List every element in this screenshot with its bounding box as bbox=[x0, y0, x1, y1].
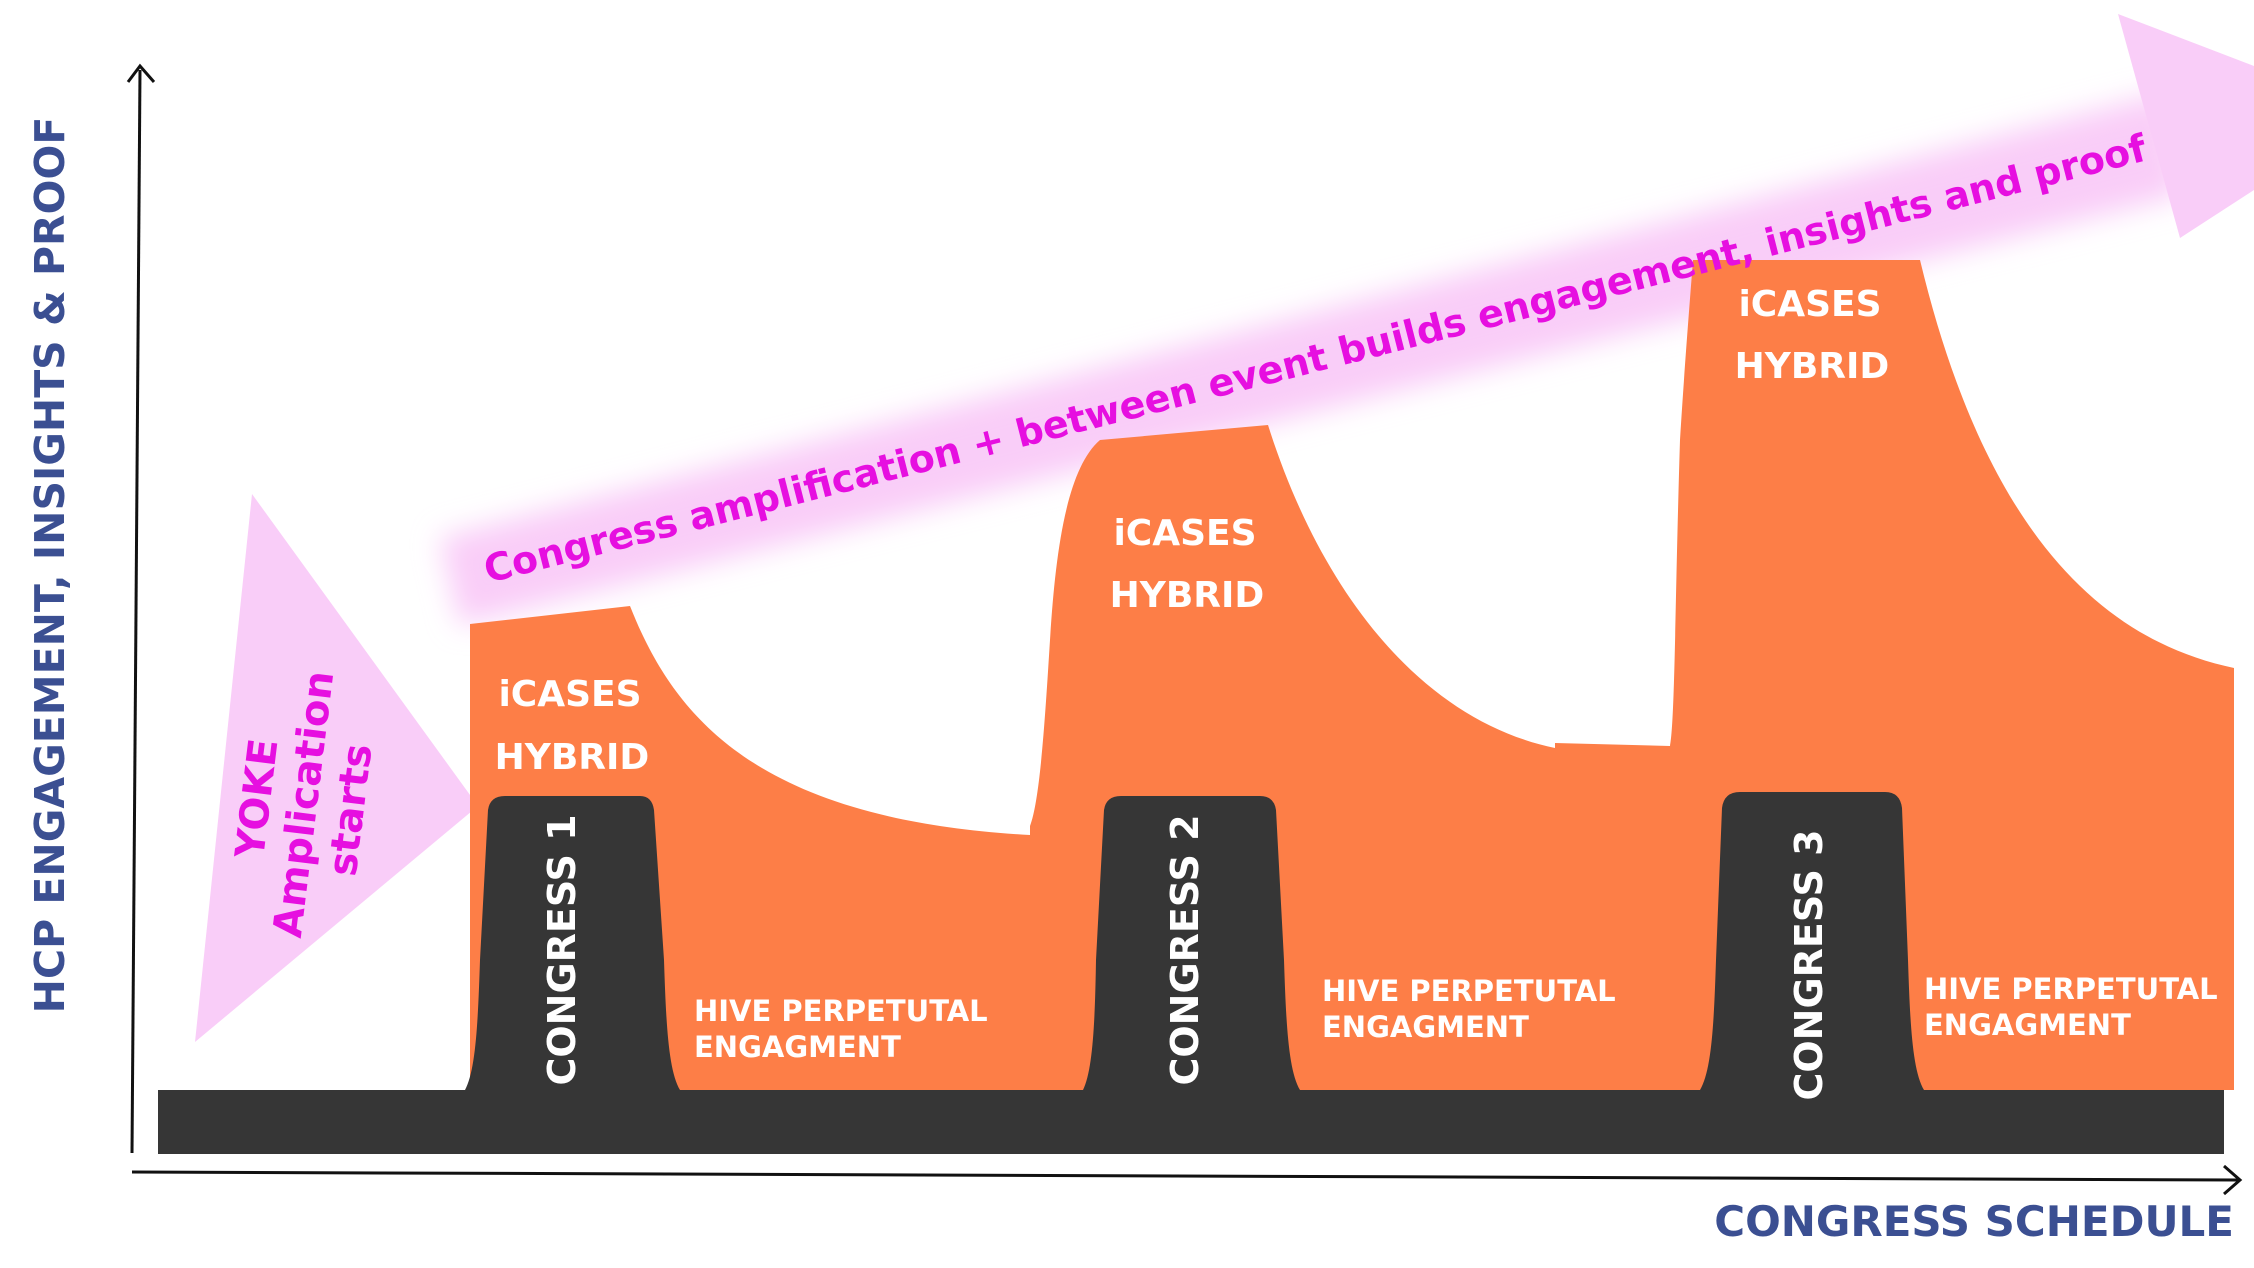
y-axis-label: HCP ENGAGEMENT, INSIGHTS & PROOF bbox=[26, 117, 74, 1014]
x-axis-arrowhead bbox=[2223, 1164, 2243, 1196]
congress-label-3: CONGRESS 3 bbox=[1787, 829, 1831, 1100]
x-axis-label: CONGRESS SCHEDULE bbox=[1714, 1197, 2234, 1246]
hive-label-1b: ENGAGMENT bbox=[694, 1030, 901, 1064]
hive-label-1a: HIVE PERPETUTAL bbox=[694, 994, 988, 1028]
icases-label-3: iCASES bbox=[1738, 284, 1881, 325]
y-axis-arrowhead bbox=[126, 63, 156, 83]
icases-label-1: iCASES bbox=[498, 674, 641, 715]
congress-label-2: CONGRESS 2 bbox=[1163, 814, 1207, 1085]
hive-label-2b: ENGAGMENT bbox=[1322, 1010, 1529, 1044]
congress-block-2 bbox=[1083, 796, 1300, 1090]
hybrid-label-2: HYBRID bbox=[1110, 575, 1265, 616]
hybrid-label-3: HYBRID bbox=[1735, 346, 1890, 387]
hive-label-3b: ENGAGMENT bbox=[1924, 1008, 2131, 1042]
hybrid-label-1: HYBRID bbox=[495, 737, 650, 778]
congress-block-1 bbox=[465, 796, 680, 1090]
y-axis-line bbox=[130, 69, 142, 1154]
growth-arrow-shaft bbox=[440, 92, 2182, 625]
congress-label-1: CONGRESS 1 bbox=[540, 814, 584, 1085]
base-bar bbox=[158, 1090, 2224, 1154]
hive-label-2a: HIVE PERPETUTAL bbox=[1322, 974, 1616, 1008]
icases-label-2: iCASES bbox=[1113, 513, 1256, 554]
x-axis-line bbox=[131, 1170, 2239, 1182]
congress-block-3 bbox=[1700, 792, 1924, 1090]
growth-arrow-head bbox=[2118, 14, 2254, 238]
yoke-triangle bbox=[195, 494, 478, 1042]
hive-label-3a: HIVE PERPETUTAL bbox=[1924, 972, 2218, 1006]
